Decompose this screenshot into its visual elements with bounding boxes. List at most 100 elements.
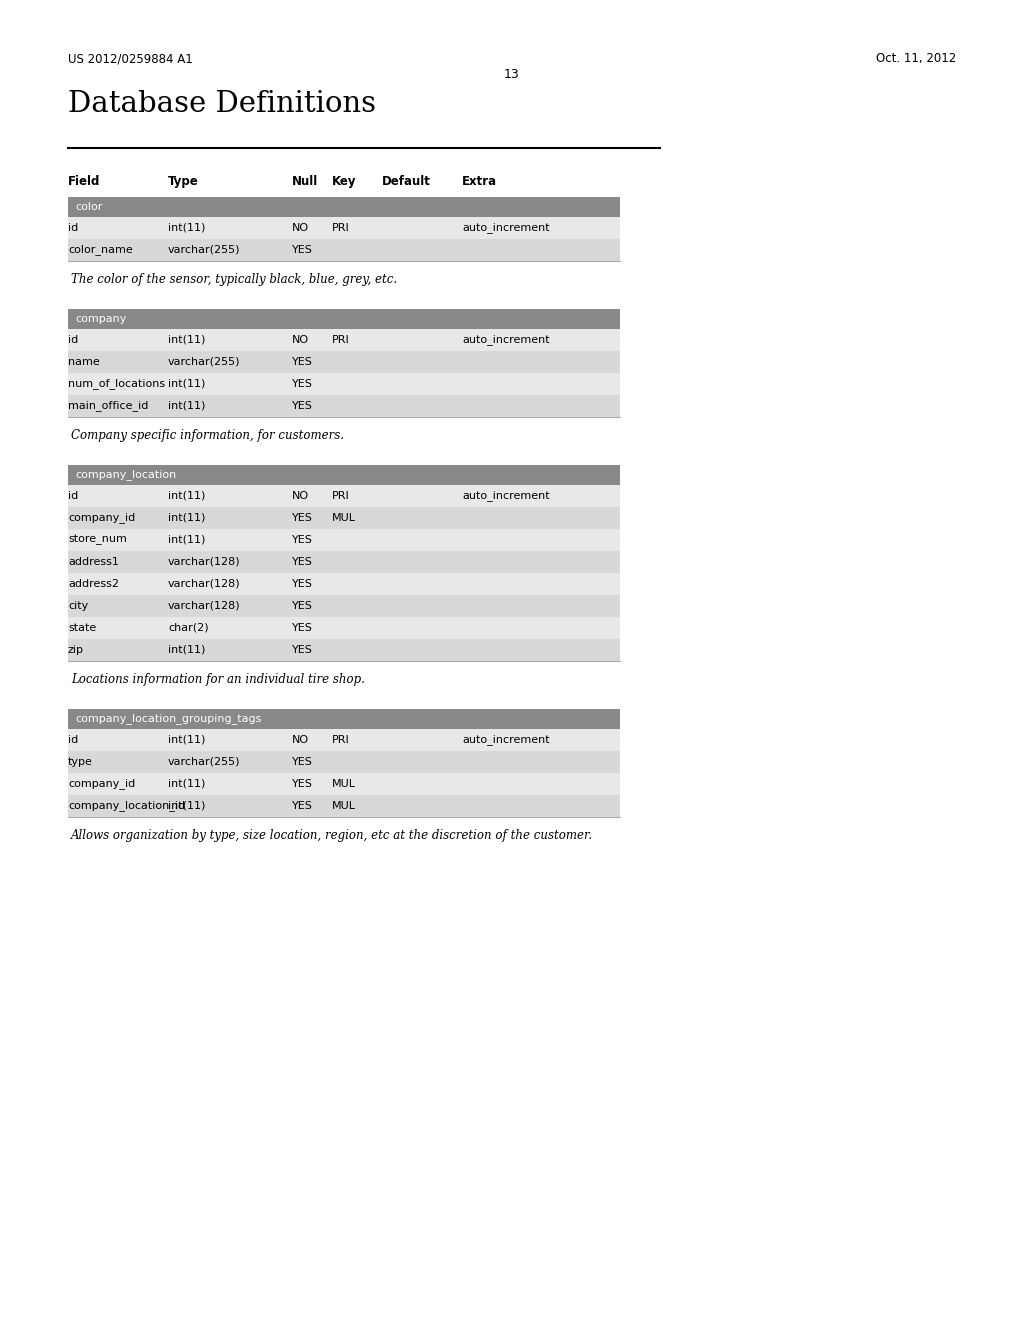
Text: int(11): int(11): [168, 735, 206, 744]
Text: char(2): char(2): [168, 623, 209, 634]
Text: address1: address1: [68, 557, 119, 568]
Bar: [68, 239, 620, 261]
Text: int(11): int(11): [168, 801, 206, 810]
Text: id: id: [68, 335, 78, 345]
Text: company_location_id: company_location_id: [68, 800, 185, 812]
Text: NO: NO: [292, 223, 309, 234]
Text: YES: YES: [292, 645, 313, 655]
Text: varchar(128): varchar(128): [168, 557, 241, 568]
Text: company_id: company_id: [68, 779, 135, 789]
Text: int(11): int(11): [168, 779, 206, 789]
Text: Locations information for an individual tire shop.: Locations information for an individual …: [71, 673, 365, 686]
Text: PRI: PRI: [332, 335, 350, 345]
Text: auto_increment: auto_increment: [462, 223, 550, 234]
Bar: [68, 573, 620, 595]
Bar: [68, 351, 620, 374]
Text: id: id: [68, 223, 78, 234]
Bar: [68, 774, 620, 795]
Text: name: name: [68, 356, 99, 367]
Text: company_location: company_location: [75, 470, 176, 480]
Text: YES: YES: [292, 356, 313, 367]
Text: YES: YES: [292, 535, 313, 545]
Text: YES: YES: [292, 623, 313, 634]
Bar: [68, 329, 620, 351]
Text: 13: 13: [504, 69, 520, 81]
Text: Null: Null: [292, 176, 318, 187]
Text: Allows organization by type, size location, region, etc at the discretion of the: Allows organization by type, size locati…: [71, 829, 593, 842]
Text: auto_increment: auto_increment: [462, 734, 550, 746]
Text: varchar(128): varchar(128): [168, 579, 241, 589]
Text: type: type: [68, 756, 93, 767]
Text: num_of_locations: num_of_locations: [68, 379, 165, 389]
Text: Company specific information, for customers.: Company specific information, for custom…: [71, 429, 344, 442]
Text: store_num: store_num: [68, 535, 127, 545]
Text: YES: YES: [292, 513, 313, 523]
Bar: [68, 729, 620, 751]
Bar: [68, 465, 620, 484]
Bar: [68, 216, 620, 239]
Bar: [68, 374, 620, 395]
Text: PRI: PRI: [332, 491, 350, 502]
Text: color: color: [75, 202, 102, 213]
Text: NO: NO: [292, 491, 309, 502]
Text: YES: YES: [292, 557, 313, 568]
Text: Default: Default: [382, 176, 431, 187]
Text: int(11): int(11): [168, 645, 206, 655]
Text: company_location_grouping_tags: company_location_grouping_tags: [75, 714, 261, 725]
Text: YES: YES: [292, 246, 313, 255]
Bar: [68, 197, 620, 216]
Bar: [68, 550, 620, 573]
Text: PRI: PRI: [332, 223, 350, 234]
Text: varchar(255): varchar(255): [168, 246, 241, 255]
Text: id: id: [68, 735, 78, 744]
Bar: [68, 395, 620, 417]
Text: NO: NO: [292, 335, 309, 345]
Text: address2: address2: [68, 579, 119, 589]
Text: int(11): int(11): [168, 335, 206, 345]
Bar: [68, 507, 620, 529]
Text: city: city: [68, 601, 88, 611]
Text: zip: zip: [68, 645, 84, 655]
Text: YES: YES: [292, 401, 313, 411]
Text: Extra: Extra: [462, 176, 497, 187]
Text: id: id: [68, 491, 78, 502]
Text: int(11): int(11): [168, 491, 206, 502]
Text: Key: Key: [332, 176, 356, 187]
Bar: [68, 616, 620, 639]
Text: state: state: [68, 623, 96, 634]
Text: Oct. 11, 2012: Oct. 11, 2012: [876, 51, 956, 65]
Bar: [68, 709, 620, 729]
Text: YES: YES: [292, 601, 313, 611]
Bar: [68, 484, 620, 507]
Text: NO: NO: [292, 735, 309, 744]
Text: MUL: MUL: [332, 779, 356, 789]
Text: company: company: [75, 314, 126, 323]
Text: color_name: color_name: [68, 244, 133, 256]
Text: int(11): int(11): [168, 223, 206, 234]
Text: int(11): int(11): [168, 379, 206, 389]
Bar: [68, 751, 620, 774]
Text: varchar(255): varchar(255): [168, 756, 241, 767]
Bar: [68, 639, 620, 661]
Text: Field: Field: [68, 176, 100, 187]
Text: int(11): int(11): [168, 535, 206, 545]
Text: company_id: company_id: [68, 512, 135, 524]
Text: main_office_id: main_office_id: [68, 400, 148, 412]
Text: YES: YES: [292, 579, 313, 589]
Bar: [68, 795, 620, 817]
Bar: [68, 529, 620, 550]
Text: Database Definitions: Database Definitions: [68, 90, 376, 117]
Text: YES: YES: [292, 779, 313, 789]
Text: MUL: MUL: [332, 513, 356, 523]
Text: varchar(255): varchar(255): [168, 356, 241, 367]
Text: auto_increment: auto_increment: [462, 491, 550, 502]
Text: YES: YES: [292, 801, 313, 810]
Text: Type: Type: [168, 176, 199, 187]
Text: int(11): int(11): [168, 513, 206, 523]
Text: int(11): int(11): [168, 401, 206, 411]
Text: auto_increment: auto_increment: [462, 334, 550, 346]
Bar: [68, 595, 620, 616]
Text: US 2012/0259884 A1: US 2012/0259884 A1: [68, 51, 193, 65]
Text: YES: YES: [292, 756, 313, 767]
Text: varchar(128): varchar(128): [168, 601, 241, 611]
